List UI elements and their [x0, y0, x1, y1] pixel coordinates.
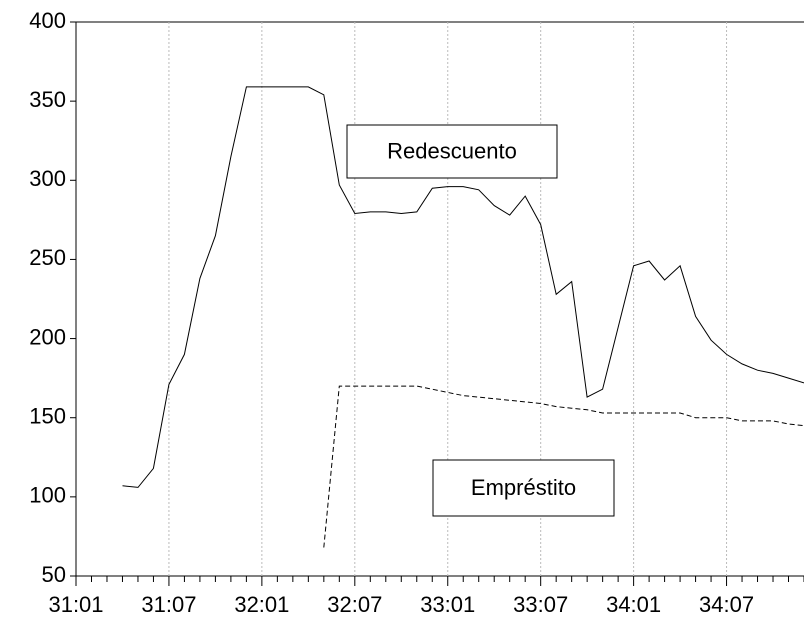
x-tick-label: 32:07: [327, 592, 382, 617]
y-tick-label: 150: [29, 404, 66, 429]
x-tick-label: 34:01: [606, 592, 661, 617]
y-tick-label: 200: [29, 324, 66, 349]
x-tick-label: 33:07: [513, 592, 568, 617]
series-label: Empréstito: [471, 475, 576, 500]
label-box: [432, 459, 615, 517]
y-tick-label: 50: [42, 562, 66, 587]
y-tick-label: 100: [29, 483, 66, 508]
x-tick-label: 31:01: [48, 592, 103, 617]
x-tick-label: 33:01: [420, 592, 475, 617]
x-tick-label: 31:07: [141, 592, 196, 617]
series-label: Redescuento: [387, 138, 517, 163]
y-tick-label: 300: [29, 166, 66, 191]
x-tick-label: 34:07: [699, 592, 754, 617]
series-line: [122, 86, 804, 488]
y-tick-label: 350: [29, 87, 66, 112]
label-box: [346, 124, 558, 179]
x-tick-label: 32:01: [234, 592, 289, 617]
y-tick-label: 250: [29, 245, 66, 270]
series-line: [323, 385, 804, 548]
y-tick-label: 400: [29, 8, 66, 33]
